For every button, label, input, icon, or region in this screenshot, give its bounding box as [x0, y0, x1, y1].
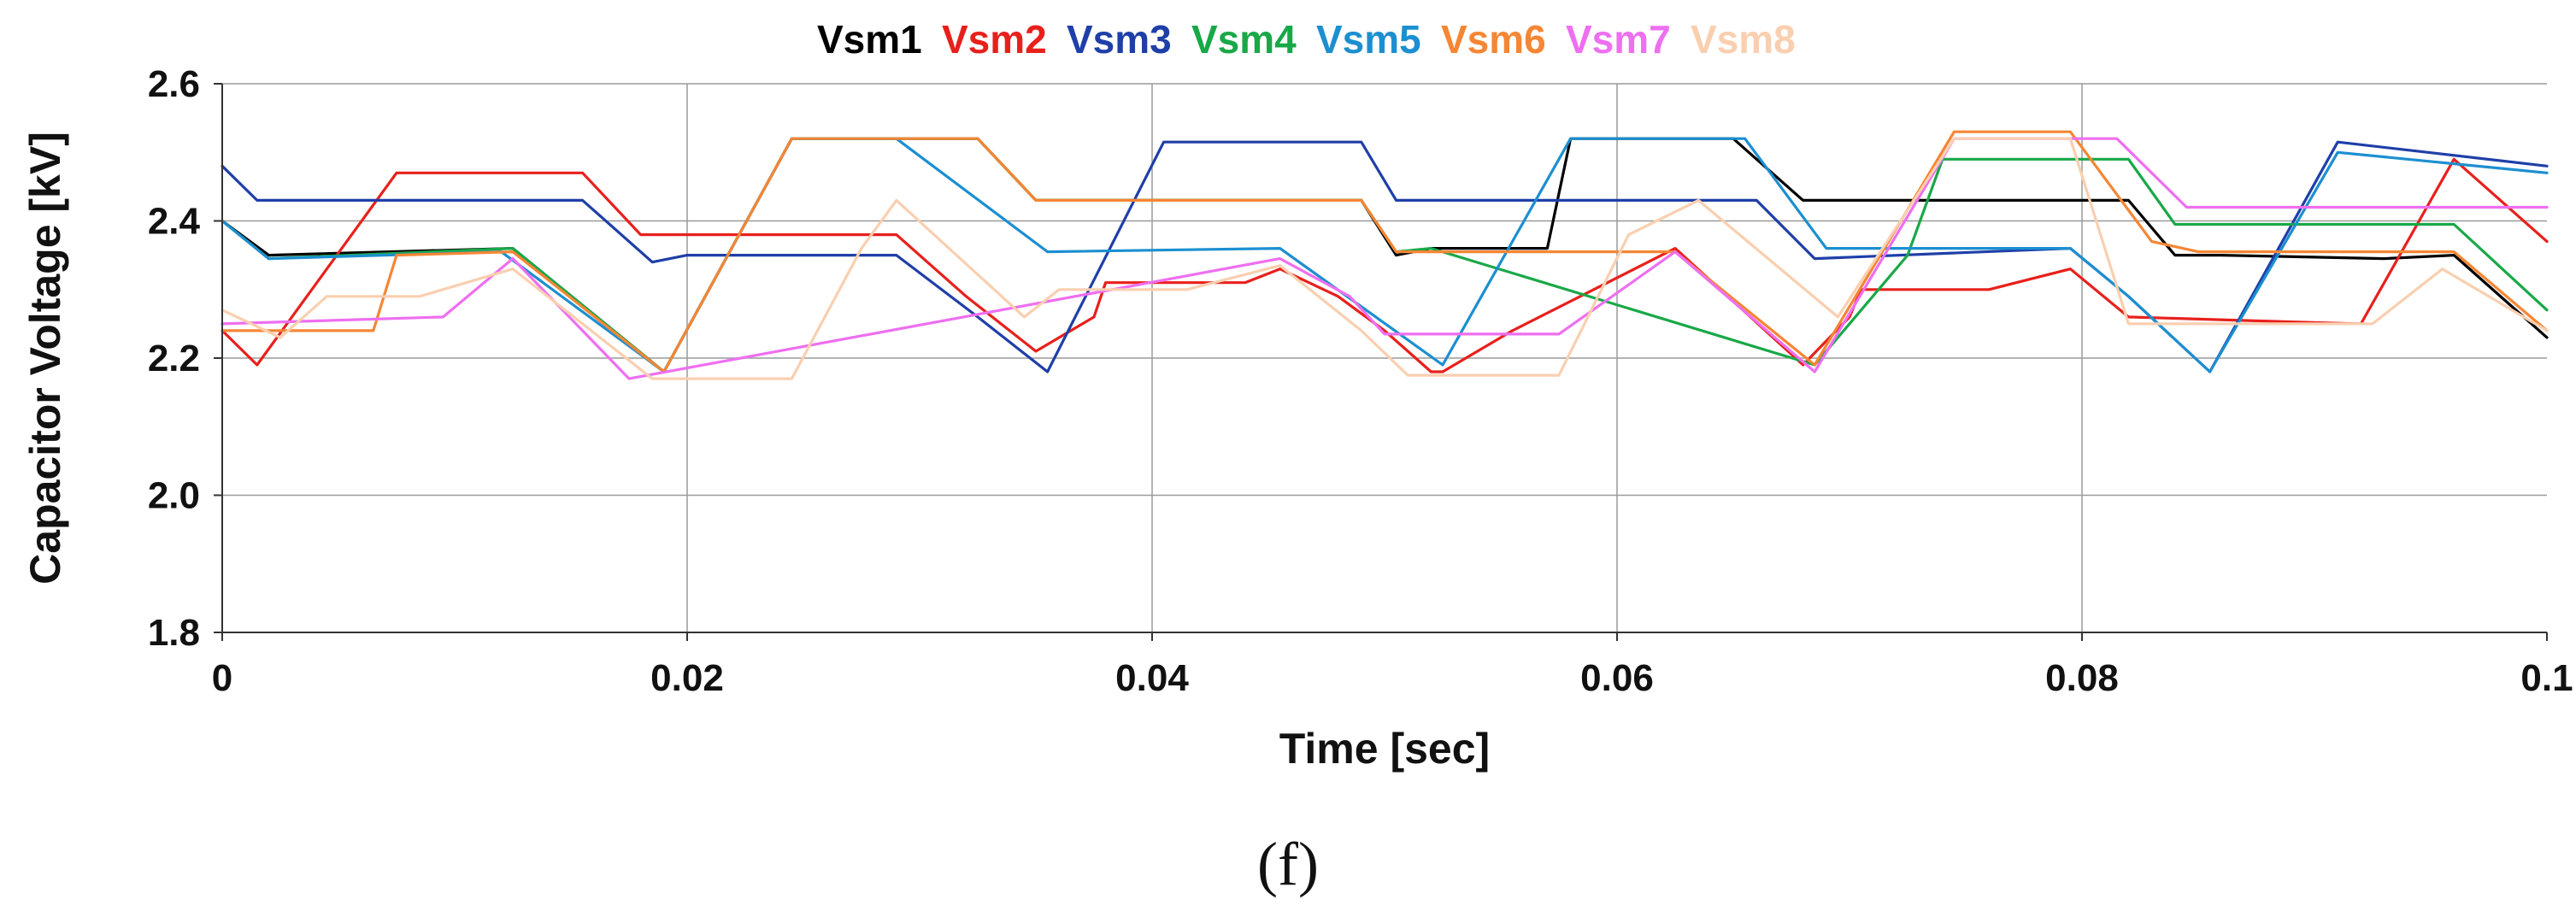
- legend: Vsm1 Vsm2 Vsm3 Vsm4 Vsm5 Vsm6 Vsm7 Vsm8: [817, 17, 1796, 62]
- legend-entry-vsm2: Vsm2: [942, 17, 1047, 62]
- series-line-vsm8: [221, 137, 2549, 380]
- legend-entry-vsm7: Vsm7: [1566, 17, 1671, 62]
- series-line-vsm5: [221, 137, 2549, 373]
- legend-entry-vsm5: Vsm5: [1316, 17, 1421, 62]
- legend-entry-vsm4: Vsm4: [1191, 17, 1297, 62]
- y-tick-label: 2.2: [148, 338, 200, 379]
- y-tick-label: 1.8: [148, 612, 200, 654]
- x-tick-label: 0.04: [1115, 657, 1189, 699]
- legend-entry-vsm6: Vsm6: [1441, 17, 1546, 62]
- axes: 1.8 2.0 2.2 2.4 2.6 0 0.02 0.04 0.06 0.08 0.1: [148, 63, 2573, 699]
- series-line-vsm6: [221, 130, 2549, 373]
- series-line-vsm7: [221, 137, 2549, 380]
- legend-entry-vsm8: Vsm8: [1691, 17, 1796, 62]
- figure-caption: (f): [1257, 830, 1319, 898]
- x-tick-label: 0.1: [2520, 657, 2573, 699]
- series-lines: [221, 130, 2549, 380]
- legend-entry-vsm1: Vsm1: [817, 17, 922, 62]
- x-tick-label: 0: [212, 657, 232, 699]
- y-tick-label: 2.0: [148, 475, 200, 517]
- legend-entry-vsm3: Vsm3: [1067, 17, 1172, 62]
- x-tick-label: 0.08: [2045, 657, 2119, 699]
- y-tick-label: 2.4: [148, 201, 201, 243]
- x-tick-label: 0.02: [650, 657, 724, 699]
- y-axis-title: Capacitor Voltage [kV]: [21, 132, 69, 585]
- x-tick-label: 0.06: [1580, 657, 1654, 699]
- y-tick-label: 2.6: [148, 63, 200, 105]
- x-axis-title: Time [sec]: [1279, 725, 1490, 773]
- series-line-vsm2: [221, 157, 2549, 373]
